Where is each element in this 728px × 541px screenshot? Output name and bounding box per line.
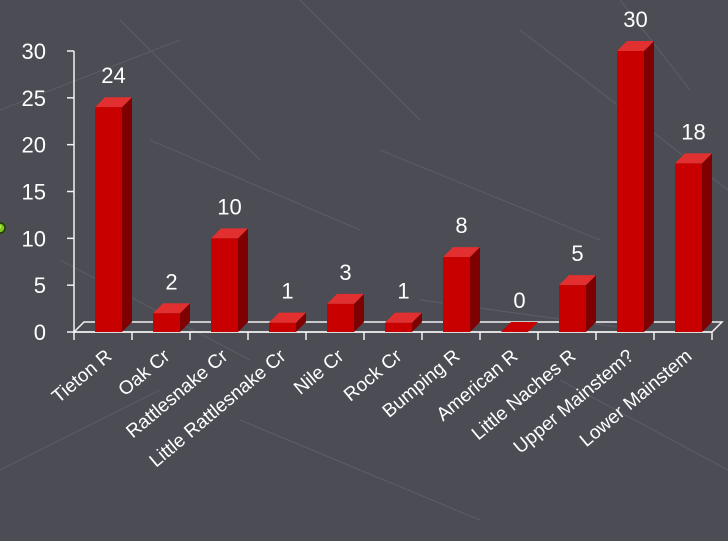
bar <box>269 312 306 332</box>
texture-line <box>559 379 728 471</box>
bar-top <box>95 97 132 108</box>
bar <box>675 153 712 332</box>
data-label: 30 <box>623 7 647 32</box>
texture-line <box>299 0 421 121</box>
texture-line <box>0 39 181 111</box>
bar <box>95 97 132 332</box>
data-label: 0 <box>513 288 525 313</box>
y-tick-label: 15 <box>22 180 46 205</box>
bar-top <box>559 275 596 286</box>
bar-side <box>644 41 654 332</box>
texture-line <box>59 259 251 361</box>
bar-front <box>327 303 354 332</box>
bar-top <box>617 41 654 51</box>
data-label: 1 <box>281 279 293 304</box>
bar-top <box>327 293 364 304</box>
bar-side <box>586 275 596 332</box>
data-label: 8 <box>455 213 467 238</box>
texture-line <box>149 139 361 231</box>
data-label: 18 <box>681 119 705 144</box>
bar-side <box>412 312 422 332</box>
bar <box>153 303 190 332</box>
bars <box>95 41 712 332</box>
background-texture <box>0 0 728 521</box>
bar-side <box>238 228 248 332</box>
y-tick-label: 25 <box>22 86 46 111</box>
bar-front <box>211 238 238 332</box>
y-tick-label: 0 <box>34 320 46 345</box>
green-bullet-icon <box>0 222 6 234</box>
texture-line <box>119 19 261 161</box>
bar <box>385 312 422 332</box>
bar <box>211 228 248 332</box>
bar <box>327 293 364 332</box>
bullet-highlight <box>0 225 1 229</box>
bar-side <box>122 97 132 332</box>
bar <box>559 275 596 332</box>
data-label: 5 <box>571 241 583 266</box>
bar-side <box>296 312 306 332</box>
data-label: 10 <box>217 194 241 219</box>
bar-top <box>269 312 306 323</box>
data-label: 3 <box>339 260 351 285</box>
texture-line <box>619 0 691 91</box>
bar <box>617 41 654 332</box>
bar-top <box>153 303 190 314</box>
y-tick-label: 20 <box>22 133 46 158</box>
bar-side <box>180 303 190 332</box>
texture-line <box>239 419 481 521</box>
bar-side <box>354 293 364 332</box>
bar-top <box>385 312 422 323</box>
y-tick-label: 10 <box>22 226 46 251</box>
bar-top <box>211 228 248 239</box>
bar-side <box>470 247 480 332</box>
data-label: 2 <box>165 269 177 294</box>
bar-top <box>501 322 538 332</box>
y-tick-label: 5 <box>34 273 46 298</box>
bar-front <box>559 285 586 332</box>
bar-top <box>675 153 712 164</box>
bar-front <box>95 107 122 332</box>
bar-front <box>443 257 470 332</box>
texture-line <box>0 389 161 471</box>
bullet-dot <box>0 222 6 234</box>
bar <box>443 247 480 332</box>
category-label: Tieton R <box>48 346 116 408</box>
bar-side <box>702 153 712 332</box>
bar-front <box>675 163 702 332</box>
bar <box>501 322 538 332</box>
data-label: 24 <box>101 63 125 88</box>
data-label: 1 <box>397 279 409 304</box>
bar-front <box>617 51 644 332</box>
y-tick-label: 30 <box>22 39 46 64</box>
bar-front <box>385 322 412 332</box>
bar-top <box>443 247 480 258</box>
bar-front <box>269 322 296 332</box>
bar-front <box>153 313 180 332</box>
texture-line <box>379 149 601 241</box>
